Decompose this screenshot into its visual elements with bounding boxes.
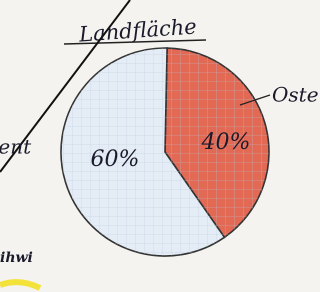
annotation: ihwi [0,250,33,266]
category-label: lent [0,135,32,159]
page: {"chart_data": {"type": "pie", "title": … [0,0,319,292]
chart: Landfläche Oste lent 40% 60% ihwi [0,0,319,292]
highlighter [0,282,40,288]
value-label: 60% [91,147,140,172]
value-label: 40% [201,130,251,155]
category-label: Oste [272,83,319,107]
